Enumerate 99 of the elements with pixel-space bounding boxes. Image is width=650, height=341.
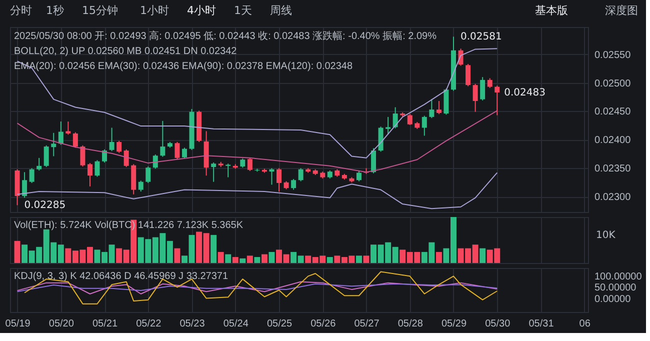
x-tick-label: 05/24 <box>223 318 249 330</box>
y-tick-label: 0.02450 <box>594 106 632 118</box>
bar <box>254 257 260 263</box>
candlestick <box>94 160 100 178</box>
candlestick <box>378 126 384 152</box>
candlestick <box>254 168 260 172</box>
bar <box>232 257 238 263</box>
x-tick-label: 05/21 <box>92 318 118 330</box>
y-tick-label: 0.02300 <box>594 192 632 204</box>
y-tick-label: 0.02350 <box>594 164 632 175</box>
y-tick-label: 50.00000 <box>594 282 637 294</box>
bar <box>326 257 333 263</box>
y-tick-label: 0.00000 <box>594 294 632 305</box>
y-tick-label: 0.02400 <box>594 135 632 146</box>
x-tick-label: 05/23 <box>180 318 206 330</box>
x-tick-label: 05/19 <box>5 318 31 330</box>
x-tick-label: 05/28 <box>398 318 424 330</box>
candlestick <box>407 114 412 126</box>
bar <box>210 234 217 263</box>
x-tick-label: 05/25 <box>266 318 292 330</box>
candlestick <box>298 168 304 182</box>
x-tick-label: 05/31 <box>528 318 554 330</box>
candlestick <box>436 100 442 115</box>
bar <box>480 248 486 263</box>
candlestick <box>422 115 427 136</box>
bar <box>363 256 370 263</box>
candlestick <box>22 172 28 198</box>
candlestick <box>182 147 187 159</box>
annotation: 0.02483 <box>504 87 546 98</box>
candlestick <box>58 120 64 146</box>
text: 15分钟 <box>82 4 118 17</box>
y-tick-label: 0.02550 <box>594 50 632 61</box>
candlestick <box>386 116 391 136</box>
annotation: 2025/05/30 08:00 开: 0.02493 高: 0.02495 低: 0.02443 收: 0.02483 涨跌幅: -0.40% 振幅: 2.09% <box>14 30 437 42</box>
annotation: 0.02285 <box>24 200 66 212</box>
x-tick-label: 05/29 <box>441 318 467 330</box>
text: 10K <box>596 230 616 241</box>
candlestick <box>356 170 362 182</box>
candlestick <box>124 148 129 168</box>
candlestick <box>291 178 296 190</box>
candlestick <box>51 132 56 157</box>
bar <box>218 252 224 263</box>
candlestick <box>44 144 49 168</box>
x-tick-label: 05/27 <box>354 318 380 330</box>
candlestick <box>80 144 86 167</box>
bar <box>356 256 362 263</box>
text: 深度图 <box>605 4 638 17</box>
candlestick <box>36 157 42 171</box>
candlestick <box>371 148 376 174</box>
text: 周线 <box>270 4 292 17</box>
candlestick <box>480 76 486 101</box>
text: 1秒 <box>46 4 64 17</box>
bar <box>174 248 180 263</box>
bar <box>14 240 20 263</box>
candlestick <box>174 141 180 160</box>
candlestick <box>146 166 151 184</box>
candlestick <box>466 64 471 87</box>
candlestick <box>87 162 92 187</box>
candlestick <box>102 148 108 163</box>
bar <box>268 252 275 263</box>
candlestick <box>152 154 158 170</box>
candlestick <box>444 88 449 116</box>
bar <box>240 258 246 263</box>
x-tick-label: 05/22 <box>136 318 162 330</box>
candlestick <box>247 157 252 172</box>
candlestick <box>487 78 492 88</box>
x-tick-label: 05/26 <box>310 318 336 330</box>
x-tick-label: 05/20 <box>48 318 74 330</box>
line-series <box>16 48 498 158</box>
candlestick <box>138 180 144 192</box>
candlestick <box>66 120 71 136</box>
text: 基本版 <box>535 4 568 17</box>
text: 4小时 <box>187 4 216 17</box>
candlestick <box>429 98 434 119</box>
candlestick <box>472 83 478 112</box>
annotation: 0.02581 <box>460 32 502 43</box>
candlestick <box>240 158 246 168</box>
x-tick-label: 05/30 <box>485 318 511 330</box>
candlestick <box>109 127 114 152</box>
candlestick <box>160 120 166 158</box>
annotation: BOLL(20, 2) UP 0.02560 MB 0.02451 DN 0.02342 <box>14 46 238 57</box>
candlestick <box>72 132 78 148</box>
bar <box>436 252 442 263</box>
candlestick <box>276 168 282 192</box>
bar <box>246 256 253 263</box>
candlestick <box>116 140 122 154</box>
candlestick <box>494 85 500 116</box>
x-tick-label: 06 <box>579 318 591 330</box>
line-series <box>16 110 498 173</box>
y-tick-label: 100.00000 <box>594 272 642 283</box>
candlestick <box>211 162 216 182</box>
bar <box>261 254 268 263</box>
text: 分时 <box>10 4 32 17</box>
candlestick <box>392 106 398 129</box>
text: 1小时 <box>140 4 169 17</box>
text: 1天 <box>234 4 252 17</box>
y-tick-label: 0.02500 <box>594 78 632 90</box>
bar <box>225 254 232 263</box>
candlestick <box>29 168 34 184</box>
